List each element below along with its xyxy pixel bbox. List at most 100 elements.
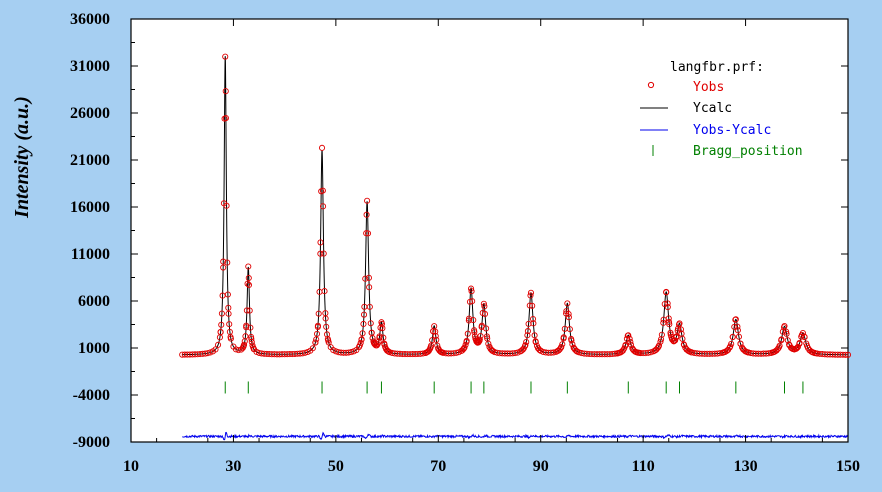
yobs-point	[478, 322, 485, 329]
yobs-point	[359, 330, 366, 337]
yobs-point	[245, 281, 253, 289]
yobs-point	[529, 302, 536, 309]
yobs-point	[679, 335, 686, 342]
legend-item-bragg: Bragg_position	[652, 144, 803, 159]
yobs-point	[729, 333, 736, 340]
yobs-point	[524, 332, 531, 339]
yobs-point	[215, 341, 222, 348]
yobs-point	[737, 340, 744, 347]
yobs-point	[348, 349, 355, 356]
yobs-point	[801, 334, 808, 341]
yobs-point	[564, 300, 571, 307]
yobs-point	[477, 332, 484, 340]
yobs-point	[666, 318, 673, 326]
yobs-point	[663, 289, 670, 296]
yobs-point	[434, 342, 441, 349]
yobs-point	[626, 335, 633, 342]
yobs-point	[468, 288, 475, 295]
y-tick-label-9: 36000	[70, 11, 110, 28]
yobs-point	[799, 329, 806, 337]
yobs-point	[781, 322, 788, 330]
yobs-point	[247, 324, 254, 331]
yobs-point	[728, 340, 735, 348]
yobs-point	[366, 303, 373, 310]
yobs-point	[672, 337, 679, 344]
yobs-point	[560, 334, 567, 341]
yobs-point	[735, 333, 743, 340]
yobs-point	[481, 303, 488, 310]
yobs-point	[531, 332, 538, 339]
yobs-point	[224, 259, 231, 266]
yobs-point	[360, 320, 367, 328]
legend-ycalc-label: Ycalc	[693, 101, 732, 116]
yobs-point	[558, 344, 565, 351]
yobs-point	[319, 203, 327, 210]
yobs-point	[222, 115, 229, 122]
y-tick-label-8: 31000	[70, 58, 110, 75]
yobs-point	[677, 326, 685, 333]
yobs-point	[358, 336, 365, 343]
y-axis-title: Intensity (a.u.)	[11, 96, 33, 219]
yobs-point	[461, 344, 468, 351]
legend-item-ycalc: Ycalc	[640, 101, 732, 116]
yobs-point	[783, 328, 790, 335]
yobs-point	[774, 345, 781, 352]
yobs-point	[470, 316, 477, 324]
legend-item-diff: Yobs-Ycalc	[640, 123, 771, 138]
x-tick-label-2: 50	[328, 458, 344, 475]
yobs-point	[550, 349, 557, 356]
yobs-point	[723, 348, 730, 355]
y-tick-label-7: 26000	[70, 105, 110, 122]
y-tick-label-5: 16000	[70, 199, 110, 216]
yobs-point	[220, 264, 227, 271]
yobs-point	[657, 338, 664, 345]
legend-title: langfbr.prf:	[670, 60, 764, 75]
yobs-point	[419, 350, 426, 357]
yobs-point	[842, 351, 849, 358]
yobs-point	[245, 263, 252, 270]
yobs-point	[309, 345, 316, 352]
yobs-point	[453, 349, 460, 356]
yobs-point	[844, 351, 852, 358]
yobs-point	[319, 187, 326, 194]
yobs-point	[244, 280, 251, 287]
yobs-point	[471, 327, 478, 334]
yobs-point	[559, 341, 566, 348]
y-tick-label-2: 1000	[78, 340, 110, 357]
yobs-point	[365, 274, 372, 281]
yobs-point	[664, 300, 671, 307]
y-tick-label-0: -9000	[73, 434, 110, 451]
yobs-point	[796, 339, 803, 346]
yobs-point	[526, 302, 533, 309]
yobs-point	[530, 320, 537, 327]
yobs-point	[323, 323, 330, 330]
legend-diff-label: Yobs-Ycalc	[693, 123, 771, 138]
y-tick-label-4: 11000	[71, 246, 110, 263]
yobs-point	[524, 328, 531, 335]
yobs-point	[664, 303, 671, 311]
yobs-point	[568, 337, 575, 344]
yobs-point	[367, 320, 374, 327]
yobs-point	[660, 319, 667, 326]
yobs-point	[322, 315, 329, 322]
yobs-point	[476, 336, 483, 343]
yobs-point	[321, 288, 328, 295]
yobs-point	[485, 340, 492, 347]
yobs-point	[776, 342, 783, 349]
yobs-point	[240, 341, 248, 348]
yobs-point	[223, 202, 230, 209]
yobs-point	[793, 345, 800, 352]
yobs-point	[313, 330, 321, 337]
yobs-point	[522, 342, 529, 349]
yobs-point	[565, 310, 572, 318]
yobs-point	[314, 322, 321, 329]
x-tick-label-1: 30	[225, 458, 241, 475]
yobs-point	[218, 321, 225, 328]
yobs-point	[732, 316, 739, 323]
yobs-point	[222, 53, 229, 60]
yobs-point	[212, 346, 219, 353]
yobs-point	[523, 339, 530, 346]
yobs-point	[204, 350, 211, 357]
yobs-point	[364, 197, 371, 204]
